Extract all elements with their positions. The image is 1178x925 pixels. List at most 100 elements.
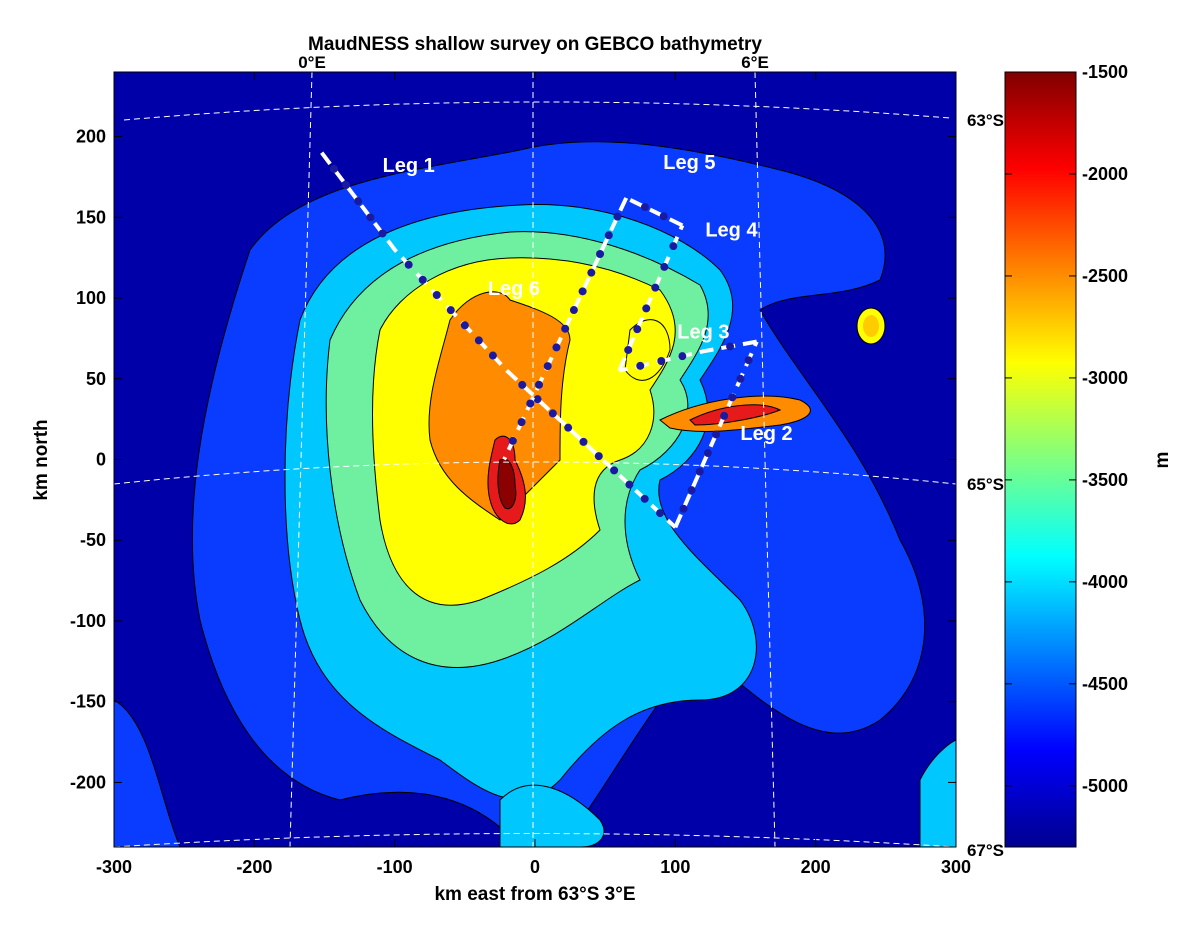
station-marker [517,418,526,427]
station-marker [543,362,552,371]
station-marker [659,212,668,221]
colorbar-tick-label: -5000 [1082,776,1128,796]
colorbar-ticks: -1500 -2000 -2500 -3000 -3500 -4000 -4500 -5000 [1005,62,1128,796]
station-marker [446,306,455,315]
station-marker [460,321,469,330]
contour-level-1700 [497,458,517,510]
x-tick-label: 300 [941,857,971,877]
station-marker [432,291,441,300]
station-marker [687,486,696,495]
survey-leg [625,196,684,228]
graticule-label-lat: 63°S [967,111,1004,130]
survey-leg [502,197,629,461]
colorbar-tick-label: -4000 [1082,572,1128,592]
leg-label: Leg 5 [663,152,715,174]
station-marker [508,436,517,445]
station-marker [642,304,651,313]
x-tick-label: -200 [236,857,272,877]
station-marker [726,342,735,351]
station-marker [720,411,729,420]
station-marker [657,357,666,366]
y-tick-label: 150 [76,207,106,227]
graticule [114,72,956,847]
station-marker [596,249,605,258]
y-tick-label: -150 [70,692,106,712]
station-marker [474,336,483,345]
station-marker [660,262,669,271]
x-tick-label: 100 [660,857,690,877]
station-marker [744,356,753,365]
survey-leg [320,151,677,529]
station-marker [594,452,603,461]
colorbar-tick-label: -2000 [1082,164,1128,184]
y-tick-label: -200 [70,772,106,792]
station-marker [695,467,704,476]
station-marker [518,380,527,389]
colorbar-tick-label: -4500 [1082,674,1128,694]
colorbar-tick-label: -3000 [1082,368,1128,388]
colorbar-tick-label: -1500 [1082,62,1128,82]
y-tick-label: 200 [76,127,106,147]
station-marker [366,213,375,222]
x-tick-label: -100 [377,857,413,877]
bathymetry-field: Leg 1 Leg 2 Leg 3 Leg 4 Leg 5 Leg 6 [114,72,956,847]
leg-label: Leg 1 [383,155,435,177]
survey-leg [673,340,759,529]
station-marker [342,181,351,190]
station-marker [678,352,687,361]
leg-label: Leg 3 [677,321,729,343]
station-marker [656,509,665,518]
station-marker [378,229,387,238]
survey-leg [618,339,758,373]
y-tick-label: 50 [86,369,106,389]
station-marker [613,212,622,221]
graticule-lat-63 [123,101,951,121]
axis-ticks: -300 -200 -100 0 100 200 300 200 150 100 50 0 -50 -10… [70,72,971,877]
survey-legs: Leg 1 Leg 2 Leg 3 Leg 4 Leg 5 Leg 6 [320,151,793,529]
station-marker [636,361,645,370]
station-marker [679,504,688,513]
graticule-lat-67 [114,833,956,847]
x-tick-label: 0 [530,857,540,877]
leg-label: Leg 6 [488,278,540,300]
station-marker [561,324,570,333]
x-tick-label: -300 [96,857,132,877]
leg-label: Leg 4 [705,220,758,242]
survey-leg [617,224,685,372]
colorbar-tick-label: -3500 [1082,470,1128,490]
colorbar-tick-label: -2500 [1082,266,1128,286]
station-marker [633,325,642,334]
station-marker [329,164,338,173]
station-marker [587,268,596,277]
x-axis-label: km east from 63°S 3°E [434,884,636,905]
station-marker [488,351,497,360]
graticule-label-lat: 65°S [967,475,1004,494]
station-marker [736,374,745,383]
station-marker [640,494,649,503]
y-tick-label: 100 [76,288,106,308]
contour-level-4000-east [919,739,956,847]
station-marker [579,437,588,446]
station-marker [404,260,413,269]
station-marker [564,423,573,432]
y-tick-label: -100 [70,611,106,631]
station-marker [578,287,587,296]
station-marker [712,430,721,439]
y-tick-label: -50 [80,530,106,550]
station-marker [569,306,578,315]
graticule-label-lon: 0°E [298,53,326,72]
colorbar [1004,71,1077,848]
station-marker [669,242,678,251]
east-ridge-peak [689,404,782,426]
station-marker [418,275,427,284]
station-marker [651,283,660,292]
station-marker [548,409,557,418]
station-marker [624,345,633,354]
graticule-label-lat: 67°S [967,841,1004,860]
contour-level-4000-south [499,784,605,847]
graticule-label-lon: 6°E [741,53,769,72]
leg-track [625,196,684,228]
leg-track [618,339,758,373]
